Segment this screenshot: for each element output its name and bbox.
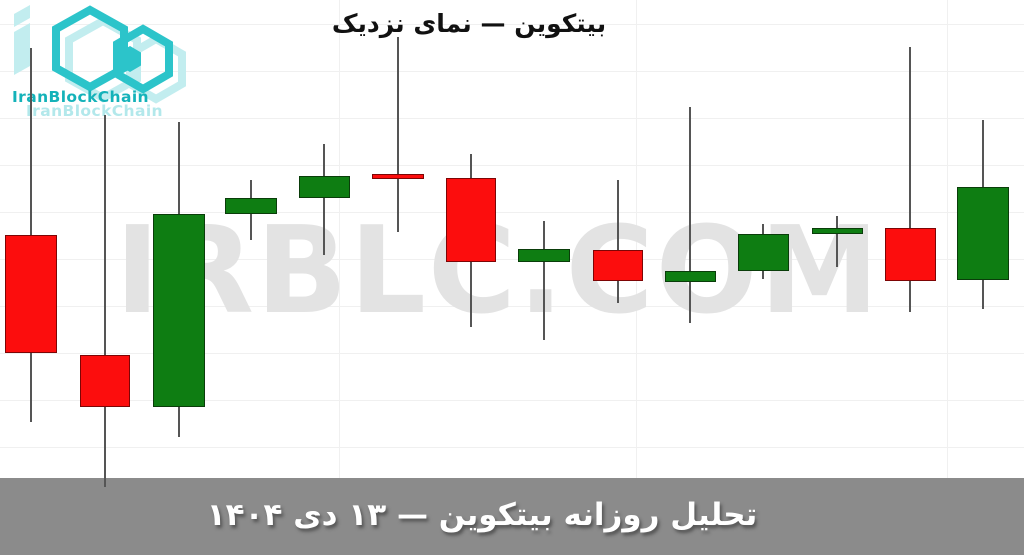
candle-6-body-bear [372,174,424,179]
gridline-horizontal [0,118,1024,119]
candle-11-body-bull [738,234,789,271]
chart-title: بیتکوین — نمای نزدیک [331,9,607,38]
gridline-horizontal [0,212,1024,213]
candle-13-body-bear [885,228,936,281]
candle-9-wick [617,180,619,303]
candle-8-wick [543,221,545,340]
candle-4-body-bull [225,198,277,214]
gridline-horizontal [0,353,1024,354]
candle-3-body-bull [153,214,205,407]
gridline-horizontal [0,447,1024,448]
gridline-horizontal [0,24,1024,25]
candle-1-body-bear [5,235,57,353]
iranblockchain-logo: IranBlockChain IranBlockChain [6,2,206,132]
gridline-horizontal [0,259,1024,260]
candle-5-body-bull [299,176,350,198]
brand-name: IranBlockChain [12,88,149,106]
gridline-vertical [636,0,637,478]
gridline-horizontal [0,306,1024,307]
candle-12-wick [836,216,838,267]
candle-14-body-bull [957,187,1009,280]
candle-10-body-bull [665,271,716,282]
candle-2-wick [104,115,106,487]
candle-9-body-bear [593,250,643,281]
gridline-vertical [947,0,948,478]
gridline-horizontal [0,71,1024,72]
hexagon-logo-icon [14,5,186,104]
candle-8-body-bull [518,249,570,262]
candle-12-body-bull [812,228,863,234]
gridline-horizontal [0,165,1024,166]
candle-10-wick [689,107,691,323]
footer-banner [0,478,1024,555]
watermark-text: IRBLC.COM [114,201,882,341]
gridline-vertical [339,0,340,478]
footer-caption: تحلیل روزانه بیتکوین — ۱۳ دی ۱۴۰۴ [206,497,758,533]
candle-7-body-bear [446,178,496,262]
candle-5-wick [323,144,325,255]
brand-name-shadow: IranBlockChain [26,102,163,120]
candle-6-wick [397,37,399,232]
gridline-horizontal [0,400,1024,401]
candle-13-wick [909,47,911,312]
candle-2-body-bear [80,355,130,407]
